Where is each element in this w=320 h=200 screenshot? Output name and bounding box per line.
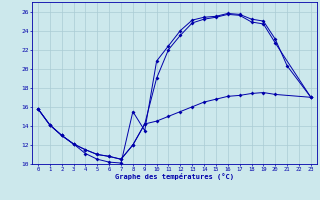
X-axis label: Graphe des températures (°C): Graphe des températures (°C) bbox=[115, 173, 234, 180]
